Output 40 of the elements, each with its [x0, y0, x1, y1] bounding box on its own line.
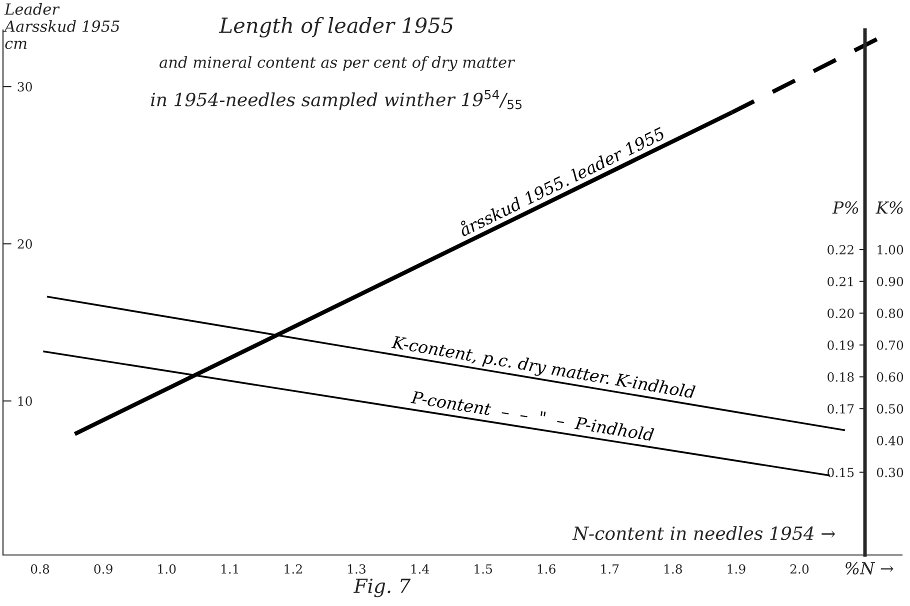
x-tick-label: 0.8 [30, 564, 50, 574]
x-tick-label: 1.2 [284, 564, 302, 574]
y2-tick-label: 0.19 [828, 340, 854, 350]
y3-tick-label: 0.40 [876, 436, 904, 446]
y2-tick-label: 0.18 [828, 372, 854, 382]
x-axis-title: N-content in needles 1954 → [572, 526, 836, 540]
x-tick-label: 1.5 [474, 564, 492, 574]
x-tick-label: 1.4 [411, 564, 430, 574]
y-tick-label: 20 [18, 239, 32, 249]
y2-axis-title: P% [832, 201, 858, 214]
text: and mineral content as per cent of dry matter [160, 56, 516, 72]
x-tick-label: 1.1 [221, 564, 238, 574]
y-tick-label: 10 [18, 396, 32, 406]
y-tick-label: 30 [18, 82, 32, 92]
annotation: in 1954-needles sampled winther 19$^{54}$/$_{55}$ [151, 90, 522, 110]
y3-axis-title: K% [876, 201, 903, 214]
y2-tick-label: 0.22 [828, 245, 854, 254]
x-tick-label: 0.9 [94, 564, 112, 574]
y2-tick-label: 0.15 [828, 468, 854, 478]
y3-tick-label: 0.60 [876, 372, 904, 382]
y3-tick-label: 0.50 [876, 404, 904, 414]
x-tick-label: 1.8 [664, 564, 682, 574]
x-tick-label: 2.0 [790, 564, 809, 574]
y3-tick-label: 0.30 [876, 468, 904, 478]
y2-tick-label: 0.20 [828, 308, 854, 318]
y-axis-title: Leader Aarsskud 1955 cm [3, 3, 120, 50]
y2-tick-label: 0.21 [828, 276, 853, 286]
y3-tick-label: 0.70 [876, 340, 904, 350]
x-tick-label: 1.0 [158, 564, 176, 574]
x-tick-label: 1.7 [601, 564, 619, 574]
y3-tick-label: 0.90 [876, 276, 904, 286]
x-tick-label: 1.9 [728, 564, 746, 574]
x-tick-label: 1.6 [538, 564, 556, 574]
y3-tick-label: 0.80 [876, 308, 904, 318]
text: %N → [846, 562, 894, 574]
x-tick-label: 1.3 [348, 564, 366, 574]
caption: Fig. 7 [353, 578, 411, 598]
y2-tick-label: 0.17 [828, 404, 854, 414]
y3-tick-label: 1.00 [878, 245, 904, 254]
chart-title: Length of leader 1955 [218, 17, 453, 38]
